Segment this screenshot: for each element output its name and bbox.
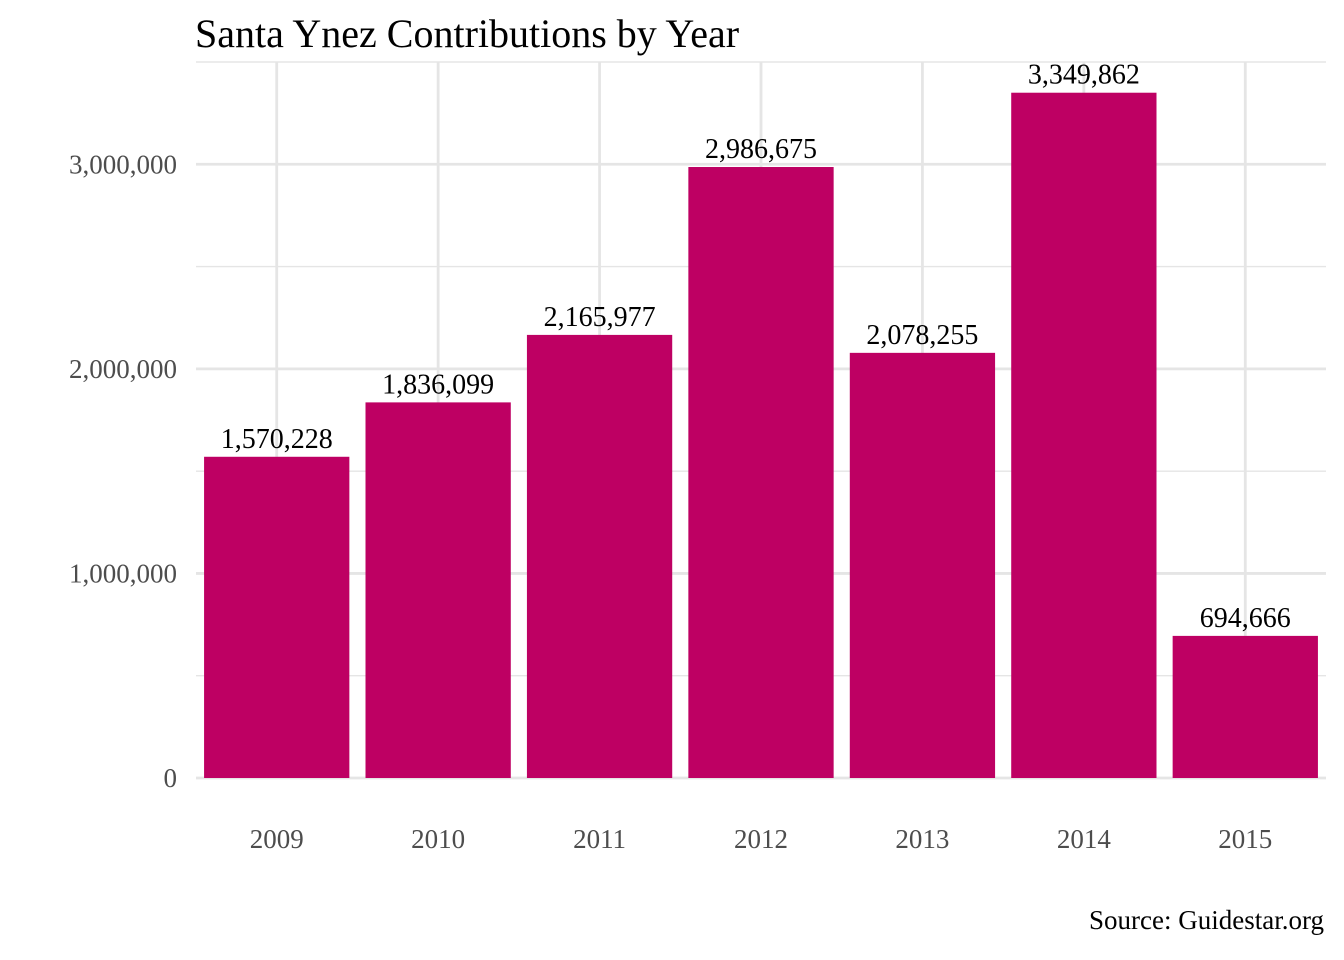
chart-title: Santa Ynez Contributions by Year: [195, 11, 740, 56]
value-label-2014: 3,349,862: [1028, 60, 1140, 91]
value-label-2011: 2,165,977: [544, 302, 656, 333]
x-tick-label-2012: 2012: [734, 824, 788, 854]
y-tick-label: 1,000,000: [69, 558, 177, 588]
value-label-2012: 2,986,675: [705, 134, 817, 165]
bar-2014: [1011, 92, 1157, 779]
y-tick-label: 3,000,000: [69, 149, 177, 179]
x-tick-label-2015: 2015: [1218, 824, 1272, 854]
y-tick-label: 0: [164, 763, 178, 793]
y-axis: 0 1,000,000 2,000,000 3,000,000: [69, 149, 177, 793]
x-tick-label-2014: 2014: [1057, 824, 1112, 854]
x-axis: 2009 2010 2011 2012 2013 2014 2015: [250, 824, 1273, 854]
bar-2010: [365, 402, 511, 778]
value-label-2010: 1,836,099: [382, 369, 494, 400]
source-caption: Source: Guidestar.org: [1089, 905, 1324, 935]
x-tick-label-2011: 2011: [573, 824, 626, 854]
bar-2012: [688, 167, 834, 779]
x-tick-label-2013: 2013: [895, 824, 949, 854]
bars-group: [204, 92, 1318, 779]
value-label-2015: 694,666: [1200, 603, 1291, 634]
value-label-2009: 1,570,228: [221, 424, 333, 455]
value-labels-group: 1,570,228 1,836,099 2,165,977 2,986,675 2,07…: [221, 60, 1291, 634]
x-tick-label-2010: 2010: [411, 824, 465, 854]
bar-2013: [849, 352, 996, 778]
bar-2009: [204, 456, 350, 778]
y-tick-label: 2,000,000: [69, 354, 177, 384]
bar-2011: [526, 334, 673, 778]
bar-2015: [1172, 635, 1318, 778]
value-label-2013: 2,078,255: [866, 320, 978, 351]
x-tick-label-2009: 2009: [250, 824, 304, 854]
